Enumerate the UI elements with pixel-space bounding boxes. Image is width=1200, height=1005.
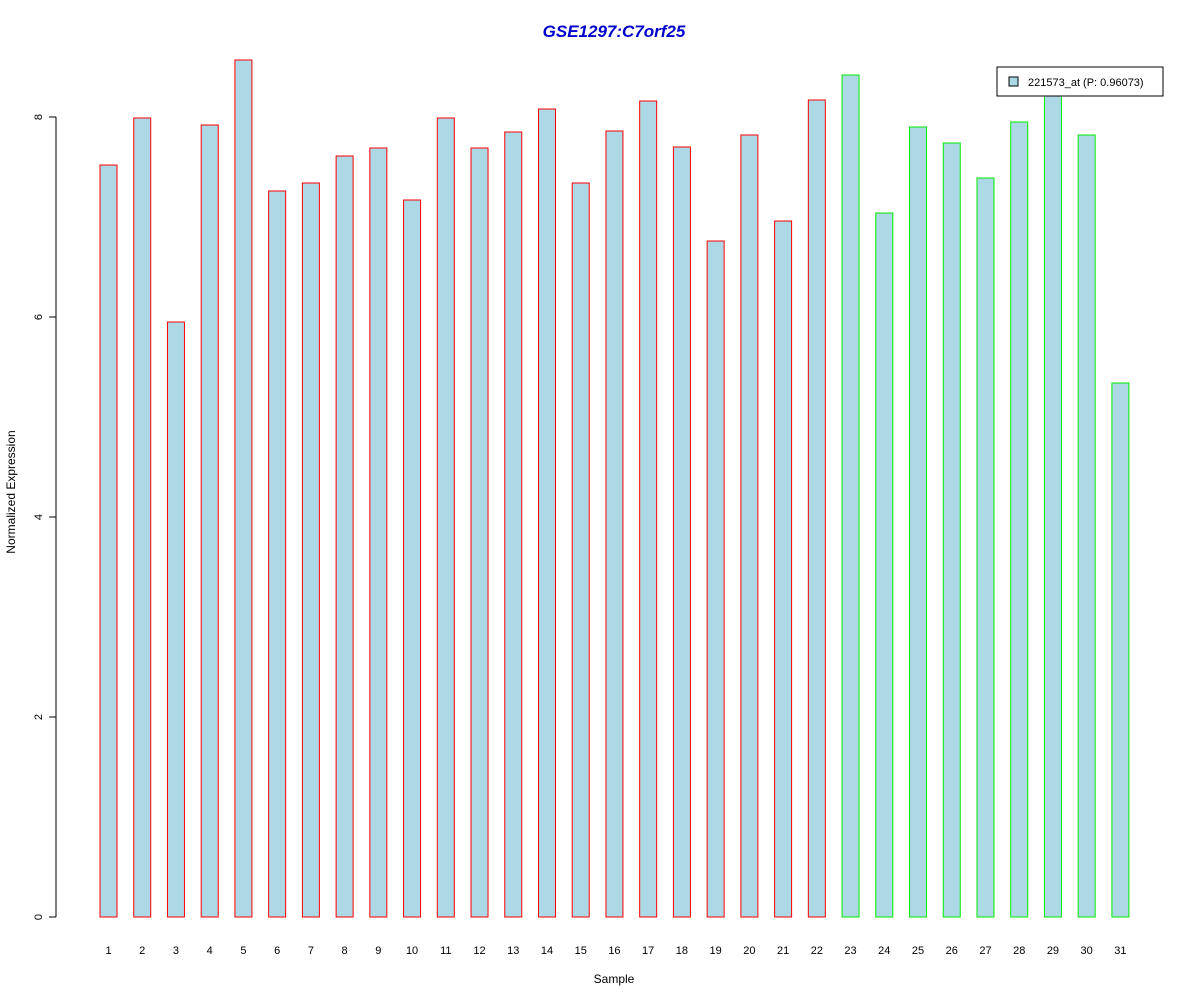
legend-swatch xyxy=(1008,76,1019,87)
chart-title: GSE1297:C7orf25 xyxy=(543,22,686,41)
bar-sample-4 xyxy=(200,124,219,918)
bar-sample-1 xyxy=(99,164,118,918)
x-tick-label: 23 xyxy=(844,945,856,957)
x-tick-label: 15 xyxy=(575,945,587,957)
legend-label: 221573_at (P: 0.96073) xyxy=(1028,77,1144,89)
bar-sample-12 xyxy=(470,147,489,918)
x-tick-label: 22 xyxy=(811,945,823,957)
x-tick-label: 2 xyxy=(139,945,145,957)
y-tick-label: 8 xyxy=(33,114,45,120)
x-tick-label: 5 xyxy=(240,945,246,957)
x-tick-label: 10 xyxy=(406,945,418,957)
bar-sample-17 xyxy=(639,100,658,918)
x-tick-label: 13 xyxy=(507,945,519,957)
bar-sample-16 xyxy=(605,130,624,918)
bar-sample-29 xyxy=(1043,86,1062,918)
bar-sample-21 xyxy=(774,220,793,918)
bars xyxy=(99,59,1130,918)
x-tick-label: 20 xyxy=(743,945,755,957)
y-tick-label: 0 xyxy=(33,914,45,920)
x-tick-label: 11 xyxy=(440,945,451,957)
legend-box xyxy=(996,66,1164,97)
bar-sample-10 xyxy=(403,199,422,918)
bar-sample-31 xyxy=(1111,382,1130,918)
x-tick-label: 3 xyxy=(173,945,179,957)
x-tick-label: 30 xyxy=(1081,945,1093,957)
y-axis-label: Normalized Expression xyxy=(4,430,18,553)
bar-sample-14 xyxy=(537,108,556,918)
bar-sample-15 xyxy=(571,182,590,918)
x-tick-label: 16 xyxy=(608,945,620,957)
x-tick-label: 12 xyxy=(473,945,485,957)
bar-sample-9 xyxy=(369,147,388,918)
bar-sample-13 xyxy=(504,131,523,918)
bar-sample-25 xyxy=(909,126,928,918)
bar-sample-3 xyxy=(166,321,185,918)
bar-sample-20 xyxy=(740,134,759,918)
bar-sample-18 xyxy=(672,146,691,918)
legend: 221573_at (P: 0.96073) xyxy=(996,66,1164,97)
bar-sample-24 xyxy=(875,212,894,918)
bar-sample-23 xyxy=(841,74,860,918)
x-tick-label: 8 xyxy=(342,945,348,957)
y-tick-label: 4 xyxy=(33,514,45,520)
x-tick-label: 17 xyxy=(642,945,654,957)
bar-sample-27 xyxy=(976,177,995,918)
x-tick-label: 7 xyxy=(308,945,314,957)
x-tick-label: 26 xyxy=(946,945,958,957)
x-axis-label: Sample xyxy=(594,972,635,986)
bar-sample-5 xyxy=(234,59,253,918)
x-tick-label: 27 xyxy=(979,945,991,957)
bar-sample-2 xyxy=(133,117,152,918)
bar-sample-30 xyxy=(1077,134,1096,918)
x-tick-label: 14 xyxy=(541,945,553,957)
bar-sample-8 xyxy=(335,155,354,918)
bar-sample-26 xyxy=(942,142,961,918)
bar-sample-19 xyxy=(706,240,725,918)
x-tick-label: 25 xyxy=(912,945,924,957)
x-tick-label: 9 xyxy=(375,945,381,957)
bar-sample-28 xyxy=(1010,121,1029,918)
x-tick-label: 4 xyxy=(207,945,213,957)
y-axis: 0 2 4 6 8 xyxy=(33,114,57,920)
y-tick-label: 6 xyxy=(33,314,45,320)
bar-sample-22 xyxy=(807,99,826,918)
bar-sample-7 xyxy=(301,182,320,918)
bar-sample-6 xyxy=(268,190,287,918)
x-tick-label: 19 xyxy=(710,945,722,957)
x-tick-label: 1 xyxy=(105,945,111,957)
x-tick-label: 28 xyxy=(1013,945,1025,957)
x-tick-label: 31 xyxy=(1114,945,1126,957)
x-tick-label: 29 xyxy=(1047,945,1059,957)
x-tick-label: 18 xyxy=(676,945,688,957)
y-tick-label: 2 xyxy=(33,714,45,720)
x-tick-label: 21 xyxy=(777,945,789,957)
x-tick-labels: 1 2 3 4 5 6 7 8 9 10 11 12 13 14 15 16 17 18 19 20 21 22 23 24 2… xyxy=(105,945,1126,957)
x-tick-label: 6 xyxy=(274,945,280,957)
x-tick-label: 24 xyxy=(878,945,890,957)
bar-sample-11 xyxy=(436,117,455,918)
